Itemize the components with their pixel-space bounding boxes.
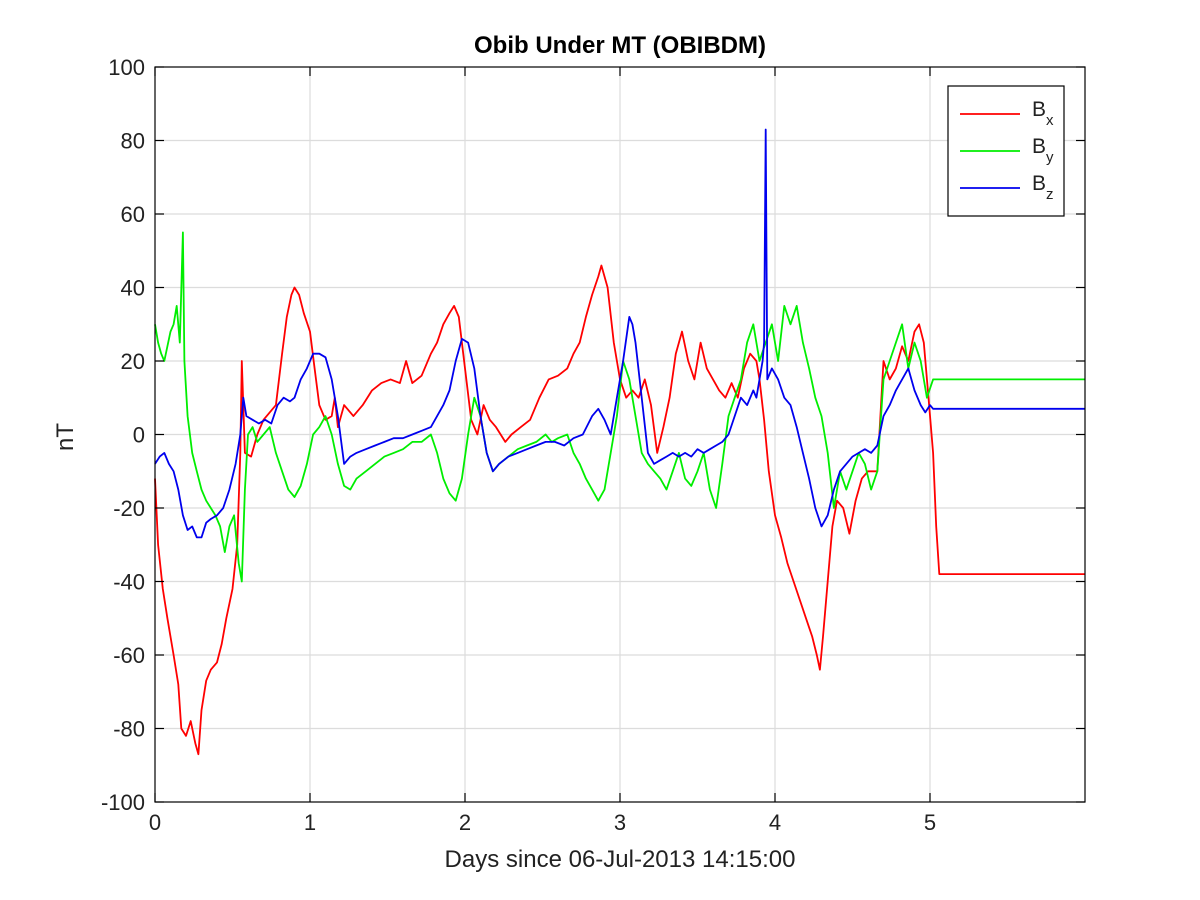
x-axis-label: Days since 06-Jul-2013 14:15:00 xyxy=(445,846,796,873)
x-tick-label: 5 xyxy=(924,810,936,835)
legend-entry-subscript: y xyxy=(1046,149,1054,166)
legend-entry-base: B xyxy=(1032,135,1046,158)
chart-title: Obib Under MT (OBIBDM) xyxy=(474,32,766,59)
legend-entry-subscript: z xyxy=(1046,186,1054,203)
plot-lines xyxy=(154,128,1085,756)
y-tick-label: -100 xyxy=(101,790,145,815)
x-tick-label: 1 xyxy=(304,810,316,835)
y-tick-label: -40 xyxy=(113,570,145,595)
y-tick-label: 100 xyxy=(108,55,145,80)
x-tick-label: 4 xyxy=(769,810,781,835)
x-tick-label: 0 xyxy=(149,810,161,835)
series-line-by xyxy=(154,231,1085,583)
y-tick-label: 60 xyxy=(121,202,145,227)
legend-entry-base: B xyxy=(1032,98,1046,121)
y-tick-label: 80 xyxy=(121,129,145,154)
y-tick-label: 40 xyxy=(121,276,145,301)
y-tick-label: 0 xyxy=(133,423,145,448)
y-tick-label: 20 xyxy=(121,349,145,374)
legend-entry-bz: Bz xyxy=(1032,172,1054,203)
y-tick-label: -20 xyxy=(113,496,145,521)
grid xyxy=(155,67,1085,802)
x-tick-label: 3 xyxy=(614,810,626,835)
legend-entry-subscript: x xyxy=(1046,112,1054,129)
legend-entry-base: B xyxy=(1032,172,1046,195)
legend-entry-by: By xyxy=(1032,135,1054,166)
y-tick-label: -60 xyxy=(113,643,145,668)
ticks: 0 1 2 3 4 5 -100 -80 -60 -40 -20 0 20 40 60 80 100 xyxy=(101,55,1085,835)
y-tick-label: -80 xyxy=(113,717,145,742)
legend-entry-bx: Bx xyxy=(1032,98,1054,129)
series-line-bz xyxy=(154,128,1085,539)
x-tick-label: 2 xyxy=(459,810,471,835)
y-axis-label: nT xyxy=(52,423,79,451)
